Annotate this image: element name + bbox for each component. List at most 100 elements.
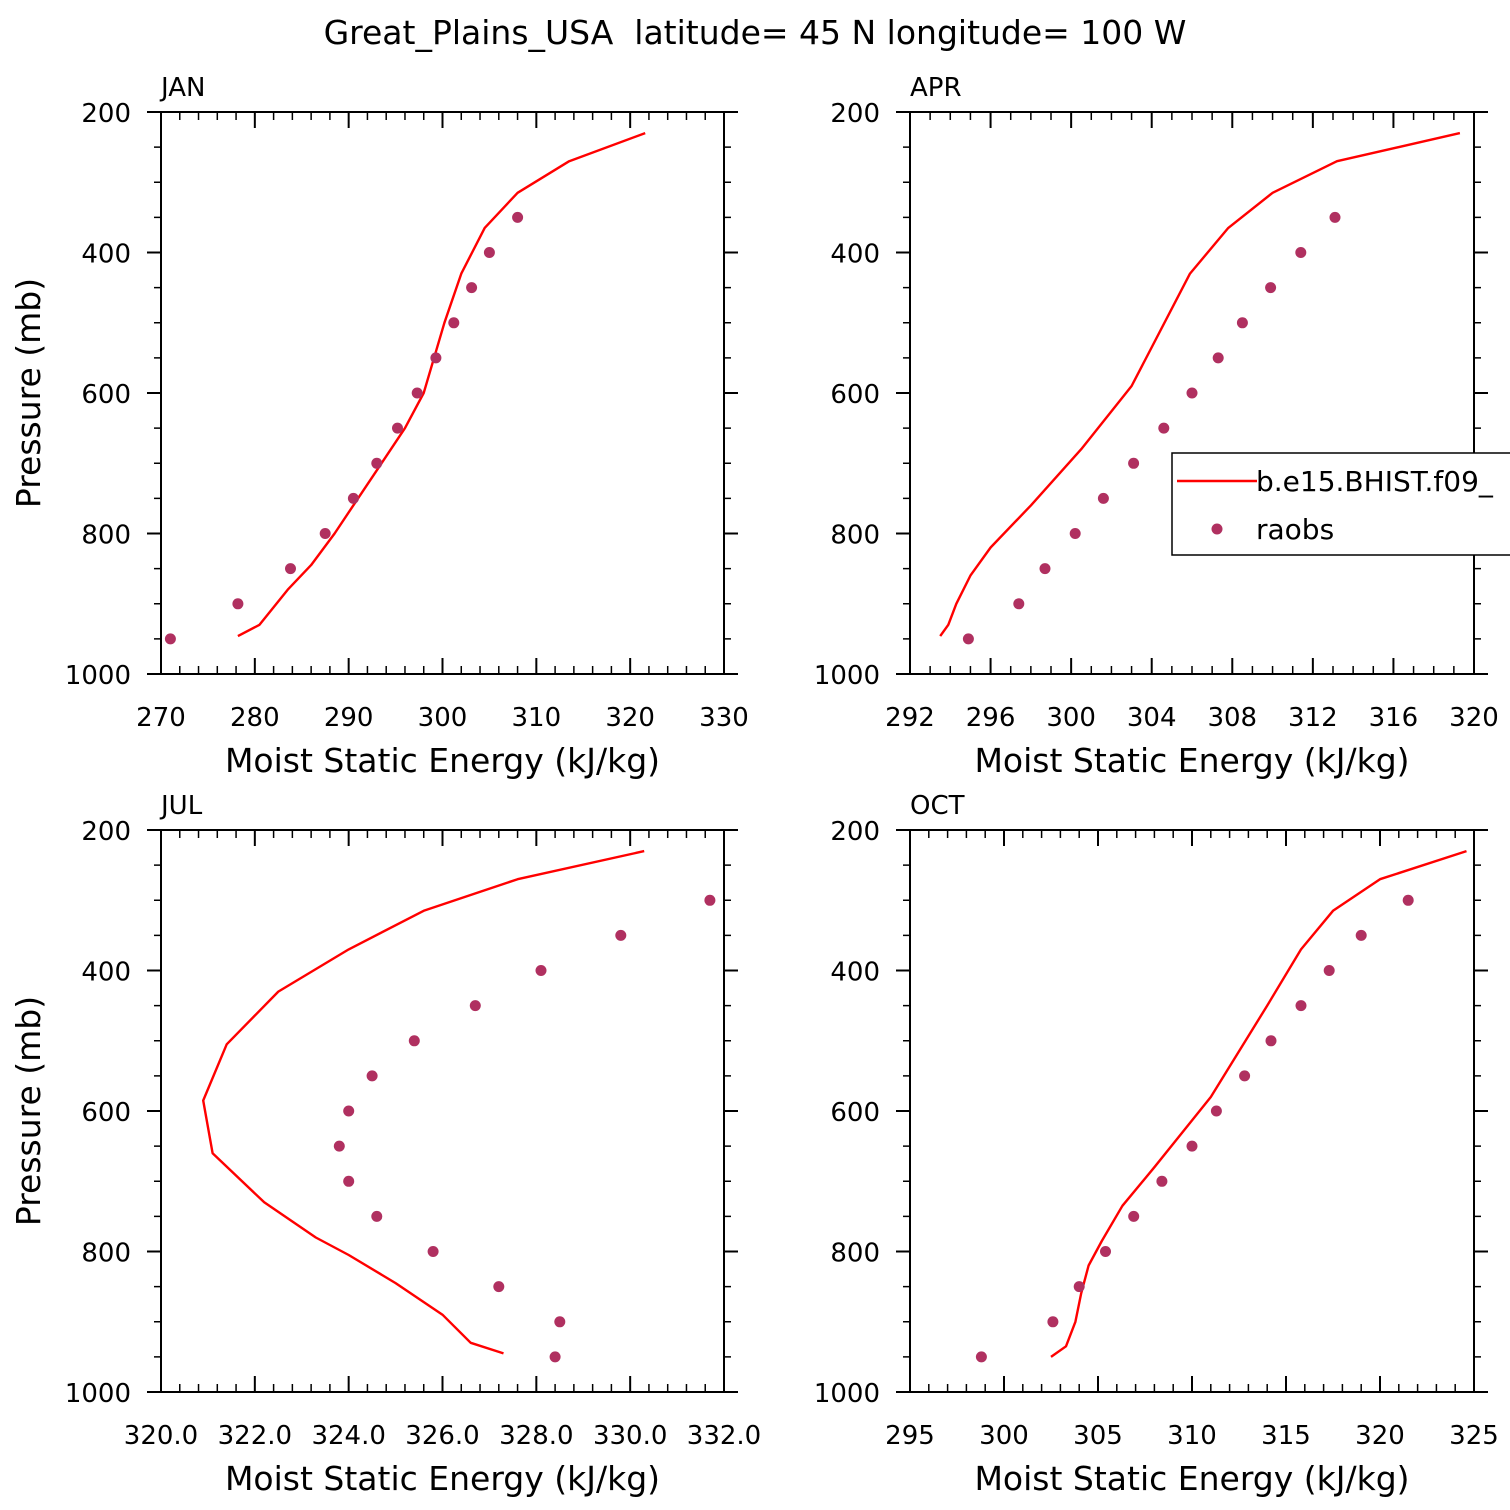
raobs-point [371, 457, 383, 469]
x-tick-label: 300 [1046, 703, 1096, 733]
raobs-point [427, 1246, 439, 1257]
raobs-point [615, 929, 627, 941]
y-tick-label: 1000 [814, 661, 880, 691]
raobs-point [411, 387, 423, 399]
raobs-point [1013, 598, 1025, 610]
figure-title: Great_Plains_USA latitude= 45 N longitud… [324, 13, 1187, 52]
raobs-point [408, 1035, 420, 1047]
raobs-point [371, 1210, 383, 1222]
raobs-point [1265, 1035, 1277, 1047]
x-tick-label: 332.0 [687, 1421, 761, 1451]
raobs-point [232, 598, 244, 610]
x-tick-label: 328.0 [499, 1421, 573, 1451]
raobs-point [466, 282, 478, 294]
tick-marks [896, 829, 1488, 1393]
y-tick-label: 1000 [814, 1379, 880, 1409]
x-tick-label: 305 [1073, 1421, 1123, 1451]
x-tick-label: 296 [966, 703, 1016, 733]
model-profile-line [1050, 849, 1467, 1358]
legend-model-label: b.e15.BHIST.f09_ [1256, 465, 1494, 498]
raobs-point [1128, 1210, 1140, 1222]
y-tick-label: 800 [81, 1239, 131, 1269]
x-tick-label: 292 [885, 703, 935, 733]
raobs-point [285, 563, 296, 575]
raobs-point [1069, 528, 1081, 539]
x-tick-label: 330 [699, 703, 749, 733]
legend: b.e15.BHIST.f09_raobs [1171, 452, 1510, 556]
raobs-point [1295, 247, 1307, 258]
raobs-markers [962, 211, 1341, 645]
raobs-point [1402, 894, 1414, 906]
raobs-point [962, 633, 974, 645]
raobs-point [343, 1175, 355, 1187]
y-tick-label: 800 [830, 521, 880, 551]
y-tick-label: 200 [81, 99, 131, 129]
panel-title: APR [910, 73, 962, 103]
legend-marker-swatch [1211, 523, 1223, 535]
raobs-point [164, 633, 176, 645]
panel-title: OCT [910, 791, 965, 821]
y-tick-label: 200 [81, 817, 131, 847]
x-tick-label: 312 [1288, 703, 1338, 733]
raobs-point [1073, 1281, 1085, 1293]
y-tick-label: 400 [81, 240, 131, 270]
panel-title: JAN [159, 73, 205, 103]
model-profile-line [939, 131, 1461, 637]
raobs-point [975, 1351, 987, 1363]
raobs-point [1047, 1316, 1059, 1328]
x-tick-label: 320 [1355, 1421, 1405, 1451]
model-profile-line [201, 849, 645, 1355]
x-tick-label: 295 [885, 1421, 935, 1451]
y-tick-label: 800 [830, 1239, 880, 1269]
raobs-point [1158, 422, 1170, 434]
panel-oct: 295 300 305 310 315 320 325 200 400 600 800 1000 OCT… [814, 791, 1499, 1498]
raobs-point [343, 1105, 355, 1117]
x-tick-label: 304 [1127, 703, 1177, 733]
x-tick-label: 280 [230, 703, 280, 733]
y-tick-label: 1000 [65, 661, 131, 691]
raobs-point [1210, 1105, 1222, 1117]
raobs-markers [164, 211, 524, 645]
raobs-point [549, 1351, 561, 1363]
raobs-point [366, 1070, 378, 1082]
panel-title: JUL [159, 791, 203, 821]
tick-marks [896, 111, 1488, 675]
raobs-point [493, 1281, 505, 1293]
raobs-point [1100, 1246, 1111, 1257]
raobs-point [392, 422, 403, 434]
panel-jan: 270 280 290 300 310 320 330 200 400 600 800 1000 JAN… [9, 73, 749, 780]
raobs-point [1295, 1000, 1307, 1012]
y-tick-label: 600 [81, 1098, 131, 1128]
x-axis-label: Moist Static Energy (kJ/kg) [974, 1459, 1409, 1498]
plot-frame [160, 111, 725, 675]
raobs-point [1156, 1175, 1168, 1187]
raobs-point [1212, 352, 1224, 364]
y-tick-label: 400 [830, 240, 880, 270]
y-tick-label: 200 [830, 99, 880, 129]
raobs-point [1186, 1140, 1198, 1152]
raobs-point [1097, 492, 1109, 504]
raobs-markers [975, 894, 1414, 1363]
x-tick-label: 326.0 [405, 1421, 479, 1451]
x-tick-label: 290 [324, 703, 374, 733]
x-axis-label: Moist Static Energy (kJ/kg) [225, 741, 660, 780]
y-tick-label: 400 [81, 958, 131, 988]
y-tick-label: 200 [830, 817, 880, 847]
y-tick-label: 800 [81, 521, 131, 551]
x-tick-label: 270 [136, 703, 186, 733]
panel-jul: 320.0 322.0 324.0 326.0 328.0 330.0 332.0 200 40… [9, 791, 761, 1498]
raobs-point [704, 894, 716, 906]
x-axis-label: Moist Static Energy (kJ/kg) [974, 741, 1409, 780]
raobs-point [1329, 211, 1341, 223]
raobs-point [1239, 1070, 1251, 1082]
raobs-point [448, 317, 460, 329]
raobs-point [430, 352, 442, 364]
raobs-point [535, 965, 547, 976]
raobs-point [1039, 563, 1051, 575]
raobs-point [1128, 457, 1140, 469]
legend-box [1171, 452, 1510, 556]
x-tick-label: 310 [1167, 1421, 1217, 1451]
x-tick-label: 320.0 [124, 1421, 198, 1451]
x-tick-label: 322.0 [218, 1421, 292, 1451]
